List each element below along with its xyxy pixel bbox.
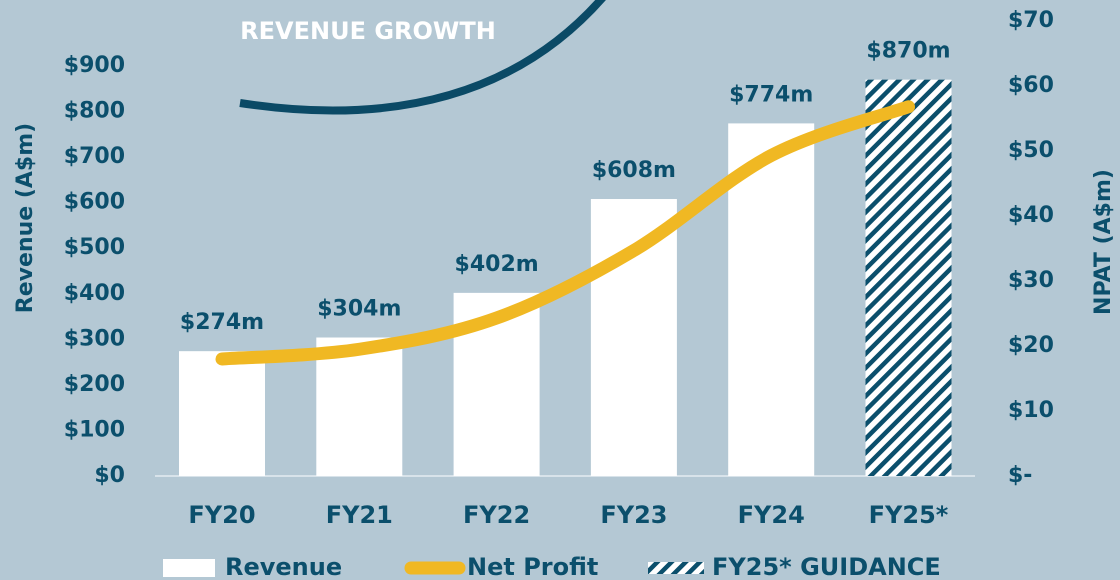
bar	[316, 337, 403, 476]
y2-tick-label: $50	[1008, 138, 1054, 163]
bar	[590, 199, 677, 476]
annotation: REVENUE GROWTH	[240, 17, 496, 45]
x-tick-label: FY23	[600, 501, 667, 529]
legend-label: FY25* GUIDANCE	[712, 553, 941, 580]
legend-swatch	[648, 562, 704, 574]
y2-tick-label: $30	[1008, 268, 1054, 293]
legend-label: Revenue	[225, 553, 342, 580]
y-tick-label: $300	[64, 326, 125, 351]
y2-tick-label: $10	[1008, 398, 1054, 423]
value-label: $870m	[866, 39, 950, 64]
y-tick-label: $700	[64, 144, 125, 169]
line	[215, 100, 915, 366]
decor-arc	[239, 0, 606, 115]
y2-tick-label: $20	[1008, 333, 1054, 358]
bar	[179, 351, 265, 476]
x-tick-label: FY24	[738, 501, 805, 529]
value-label: $608m	[592, 158, 676, 183]
bar	[728, 123, 815, 477]
y-tick-label: $500	[64, 235, 125, 260]
y2-tick-label: $40	[1008, 203, 1054, 228]
y-tick-label: $900	[64, 53, 125, 78]
y-tick-label: $200	[64, 372, 125, 397]
y-tick-label: $800	[64, 99, 125, 124]
legend-swatch	[163, 559, 215, 577]
y-tick-label: $0	[94, 463, 125, 488]
y2-tick-label: $-	[1008, 463, 1032, 488]
y2-axis-title: NPAT (A$m)	[1091, 169, 1116, 315]
value-label: $304m	[317, 297, 401, 322]
value-label: $274m	[180, 310, 264, 335]
y-tick-label: $600	[64, 190, 125, 215]
y-axis-title: Revenue (A$m)	[13, 123, 38, 313]
y-tick-label: $400	[64, 281, 125, 306]
y2-tick-label: $70	[1008, 8, 1054, 33]
x-tick-label: FY21	[326, 501, 393, 529]
legend-label: Net Profit	[467, 553, 598, 580]
x-tick-label: FY22	[463, 501, 530, 529]
x-tick-label: FY25*	[869, 501, 949, 529]
bar	[865, 79, 952, 477]
value-label: $402m	[455, 252, 539, 277]
y2-tick-label: $60	[1008, 73, 1054, 98]
y-tick-label: $100	[64, 417, 125, 442]
value-label: $774m	[729, 82, 813, 107]
x-tick-label: FY20	[188, 501, 255, 529]
